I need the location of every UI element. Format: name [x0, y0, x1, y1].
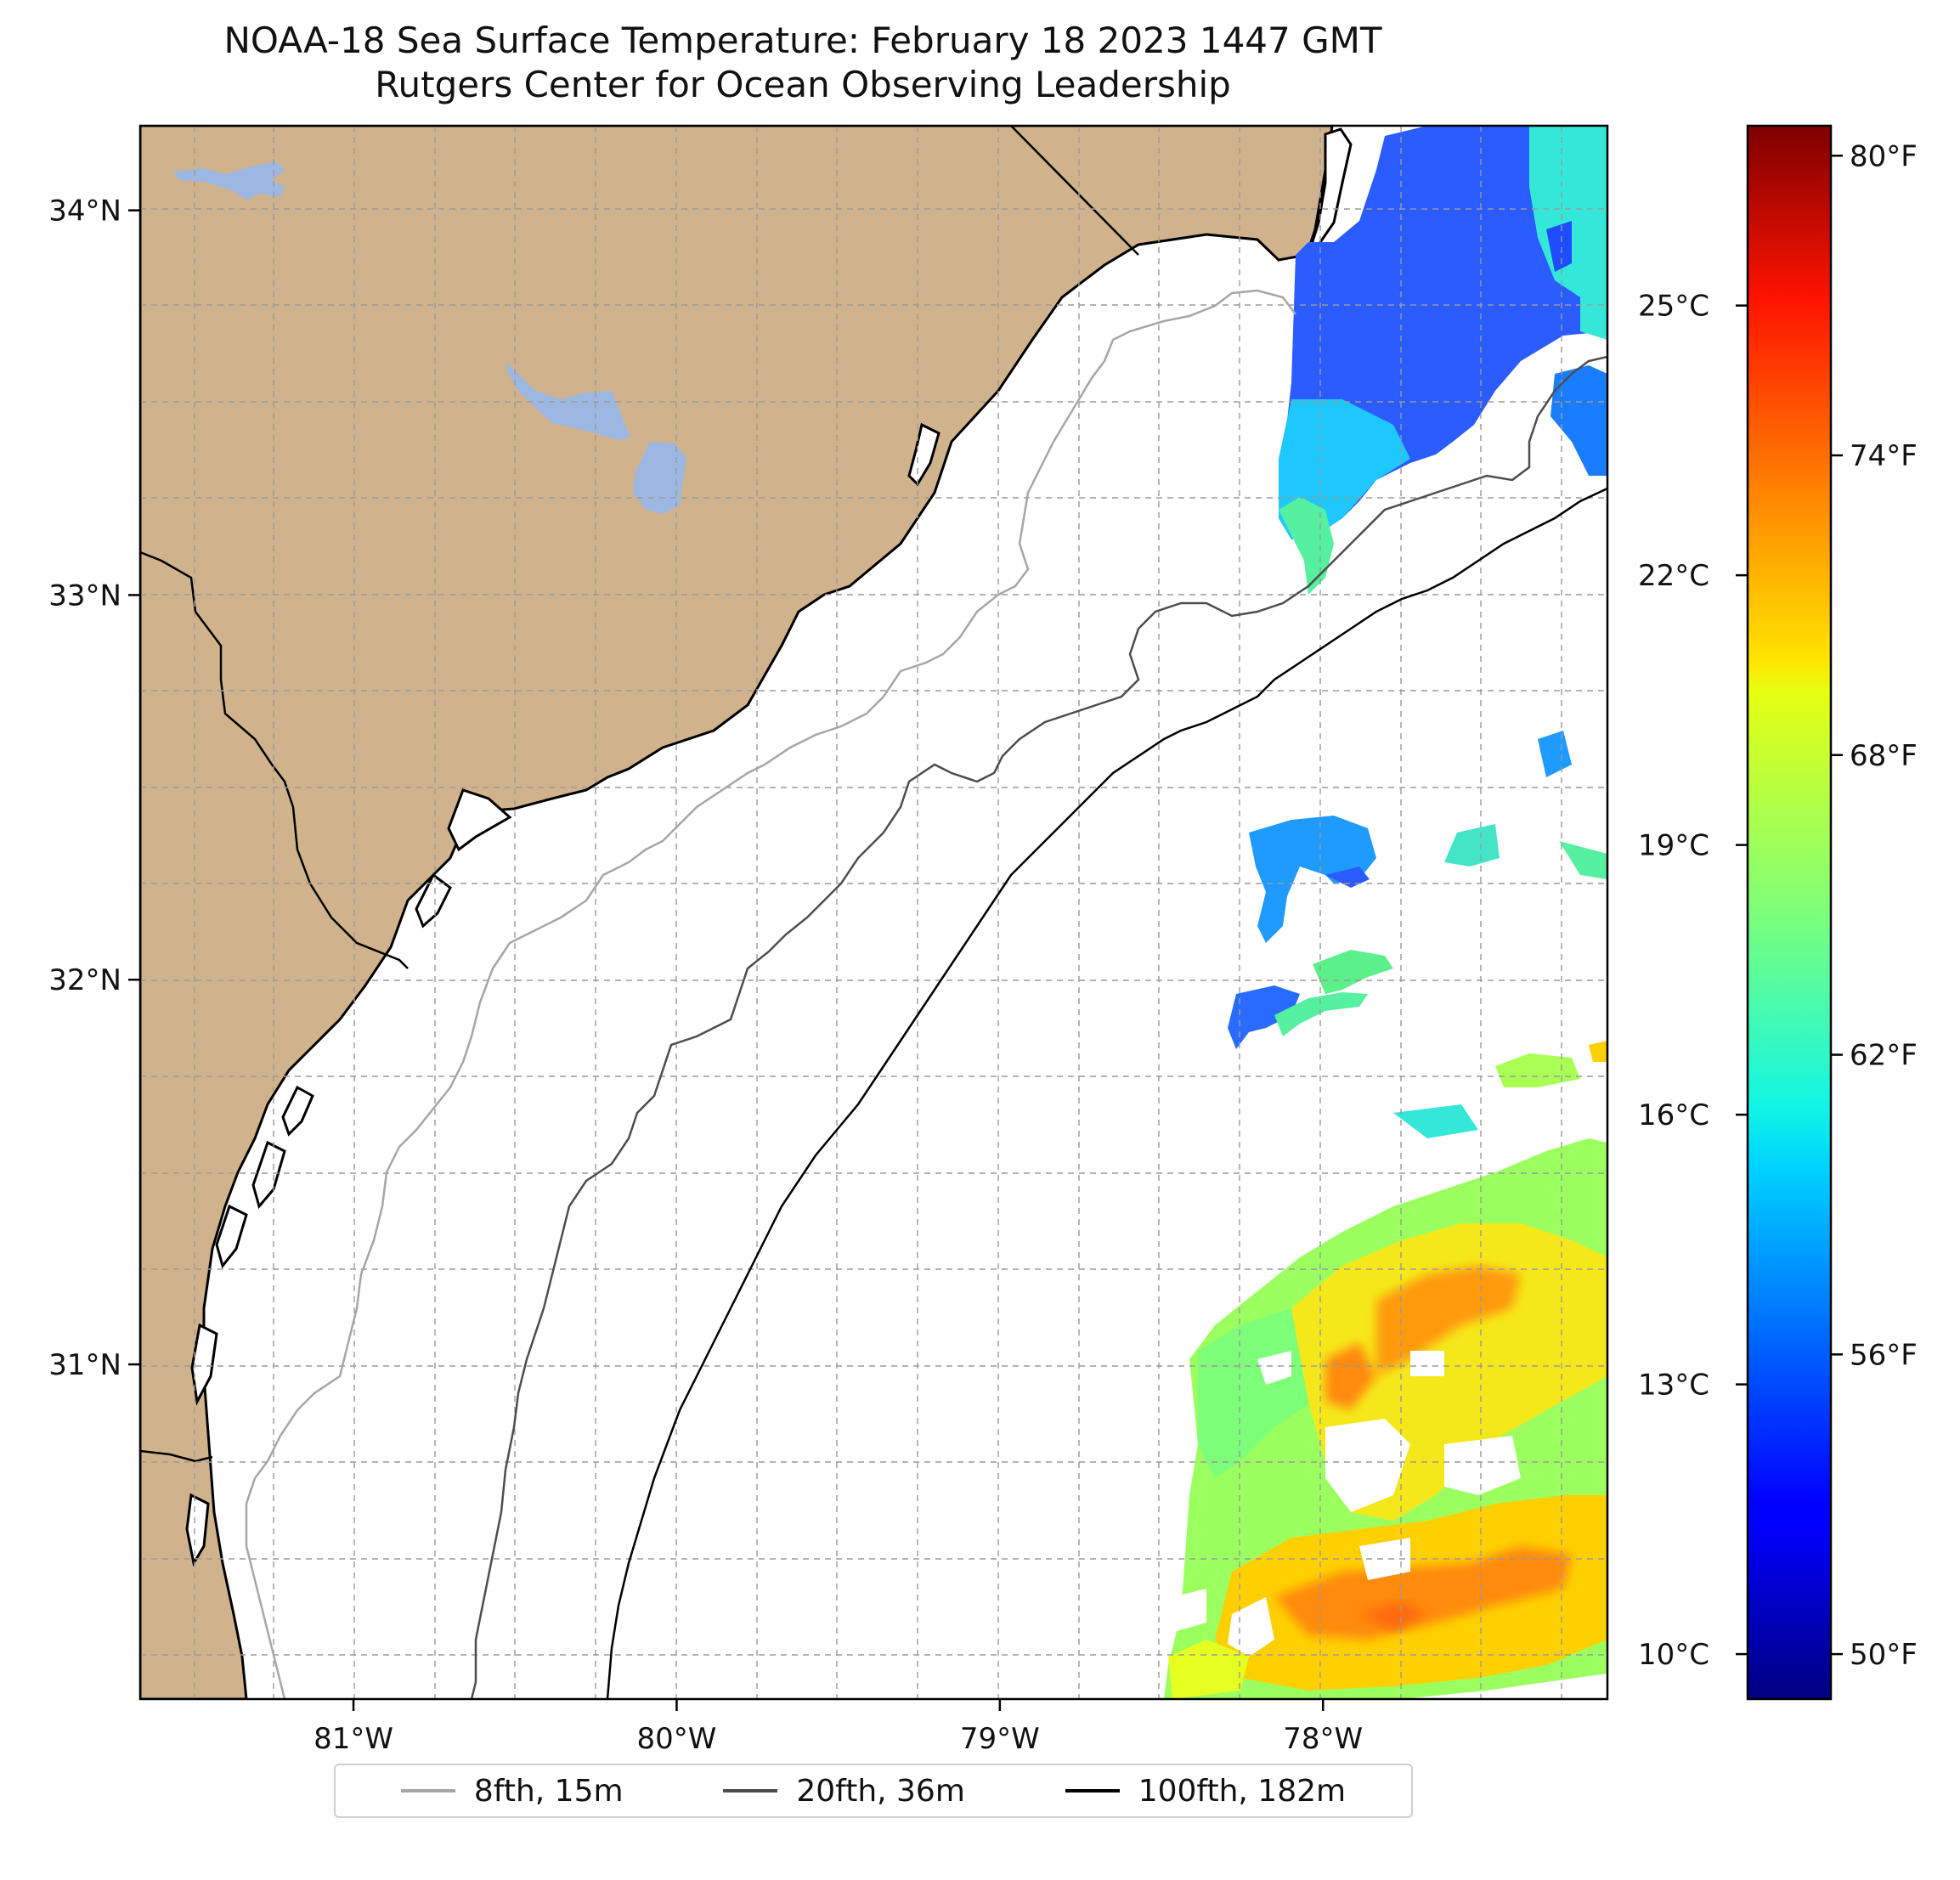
- longitude-axis: 81°W 80°W 79°W 78°W: [313, 1699, 1363, 1756]
- lake: [506, 362, 630, 440]
- colorbar-fahrenheit-axis: 50°F 56°F 62°F 68°F 74°F 80°F: [1831, 139, 1918, 1672]
- celsius-tick-label: 10°C: [1638, 1638, 1709, 1672]
- contour-100fth-182m: [606, 487, 1607, 1699]
- coastal-sound: [447, 788, 512, 852]
- fahrenheit-tick-label: 68°F: [1850, 739, 1918, 773]
- lon-tick-label: 80°W: [637, 1722, 717, 1756]
- coastal-sound: [251, 1140, 286, 1210]
- legend-item-20fth: 20fth, 36m: [723, 1774, 965, 1809]
- coastal-sound: [281, 1085, 314, 1137]
- legend-swatch-100fth: [1065, 1789, 1120, 1792]
- fahrenheit-tick-label: 74°F: [1850, 439, 1918, 473]
- lon-tick-label: 78°W: [1283, 1722, 1363, 1756]
- celsius-tick-label: 25°C: [1638, 290, 1709, 324]
- legend-swatch-20fth: [723, 1789, 778, 1792]
- lat-tick-label: 32°N: [48, 963, 121, 997]
- contour-8fth-15m: [245, 289, 1296, 1699]
- legend-item-8fth: 8fth, 15m: [400, 1773, 624, 1809]
- celsius-tick-label: 13°C: [1638, 1369, 1709, 1403]
- title-line-2: Rutgers Center for Ocean Observing Leade…: [375, 64, 1231, 105]
- celsius-tick-label: 19°C: [1638, 829, 1709, 863]
- coastal-sound: [415, 872, 452, 929]
- coastal-sound: [1307, 127, 1353, 257]
- coastal-sound: [185, 1493, 210, 1567]
- lat-tick-label: 33°N: [48, 579, 121, 613]
- legend-swatch-8fth: [400, 1789, 455, 1792]
- celsius-tick-label: 22°C: [1638, 559, 1709, 593]
- contour-legend: 8fth, 15m 20fth, 36m 100fth, 182m: [334, 1764, 1413, 1818]
- sst-field: [1164, 126, 1607, 1699]
- colorbar-celsius-axis: 10°C 13°C 16°C 19°C 22°C 25°C: [1638, 290, 1748, 1672]
- latitude-axis: 34°N 33°N 32°N 31°N: [48, 195, 140, 1382]
- fahrenheit-tick-label: 56°F: [1850, 1338, 1918, 1372]
- legend-label-100fth: 100fth, 182m: [1138, 1773, 1347, 1809]
- legend-label-8fth: 8fth, 15m: [473, 1773, 624, 1809]
- coastal-sound: [215, 1204, 248, 1269]
- lake: [174, 161, 285, 200]
- legend-label-20fth: 20fth, 36m: [796, 1773, 965, 1809]
- state-boundary: [140, 1449, 213, 1463]
- lat-tick-label: 34°N: [48, 195, 121, 229]
- state-boundary: [1010, 126, 1139, 256]
- lake: [633, 442, 686, 514]
- celsius-tick-label: 16°C: [1638, 1098, 1709, 1132]
- contour-20fth-36m: [470, 355, 1607, 1699]
- fahrenheit-tick-label: 50°F: [1850, 1638, 1918, 1672]
- title-line-1: NOAA-18 Sea Surface Temperature: Februar…: [223, 20, 1382, 61]
- fahrenheit-tick-label: 62°F: [1850, 1039, 1918, 1073]
- lat-tick-label: 31°N: [48, 1348, 121, 1382]
- lon-tick-label: 81°W: [313, 1722, 393, 1756]
- map-frame: [138, 124, 1609, 1701]
- state-boundary: [140, 550, 409, 969]
- lon-tick-label: 79°W: [960, 1722, 1040, 1756]
- map-title: NOAA-18 Sea Surface Temperature: Februar…: [0, 19, 1606, 107]
- legend-item-100fth: 100fth, 182m: [1065, 1774, 1346, 1809]
- gridlines: [140, 126, 1607, 1699]
- coastal-sound: [190, 1323, 218, 1406]
- colorbar: [1746, 124, 1833, 1701]
- fahrenheit-tick-label: 80°F: [1850, 139, 1918, 173]
